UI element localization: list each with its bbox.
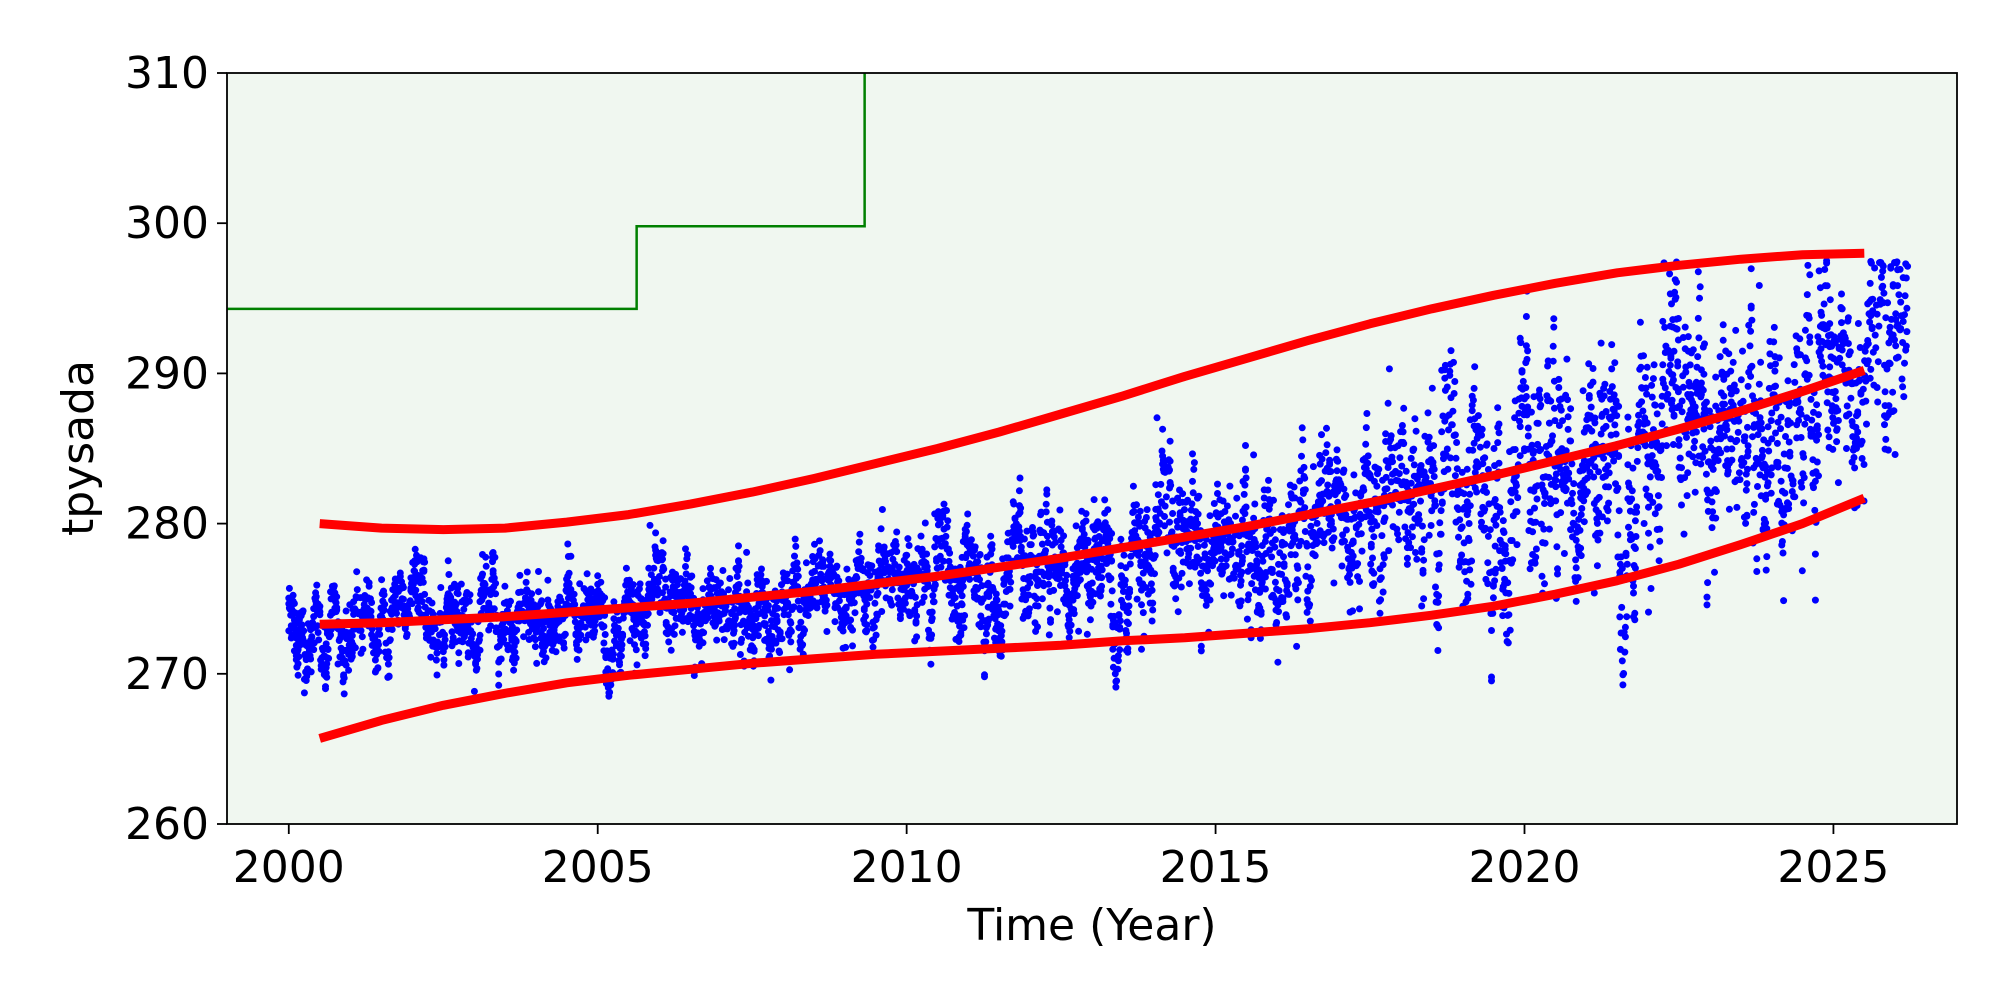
band-lines-layer: [318, 248, 1867, 743]
band-line-lower: [318, 493, 1867, 743]
y-tick-label: 290: [125, 348, 209, 399]
y-tick-label: 260: [125, 799, 209, 850]
x-tick-label: 2000: [233, 842, 345, 893]
plot-frame: [226, 72, 1958, 825]
x-tick-label: 2015: [1160, 842, 1272, 893]
threshold-step-layer: [227, 73, 866, 311]
x-axis-label: Time (Year): [966, 900, 1216, 951]
x-tick-label: 2025: [1777, 842, 1889, 893]
x-axis-ticks: 2000 2005 2010 2015 2020 2025: [233, 824, 1889, 893]
x-tick-label: 2010: [851, 842, 963, 893]
plot-background: [227, 73, 1957, 824]
y-tick-label: 270: [125, 649, 209, 700]
y-tick-label: 300: [125, 198, 209, 249]
y-axis-label: tpysada: [53, 360, 104, 536]
threshold-step-line: [227, 73, 866, 311]
y-tick-label: 310: [125, 48, 209, 99]
x-tick-label: 2005: [542, 842, 654, 893]
band-line-upper: [319, 248, 1865, 535]
band-line-center: [319, 366, 1866, 629]
y-tick-label: 280: [125, 499, 209, 550]
x-tick-label: 2020: [1469, 842, 1581, 893]
y-axis-ticks: 260 270 280 290 300 310: [125, 48, 227, 850]
